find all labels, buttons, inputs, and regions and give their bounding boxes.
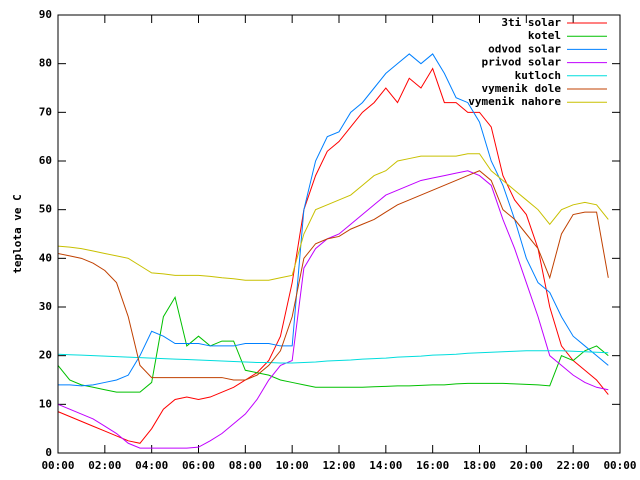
- legend-label: privod solar: [482, 56, 562, 69]
- y-tick-label: 30: [39, 300, 52, 313]
- series-line: [57, 153, 609, 281]
- series-line: [57, 170, 609, 449]
- series-line: [57, 67, 609, 444]
- x-tick-label: 10:00: [276, 459, 309, 472]
- y-tick-label: 50: [39, 203, 52, 216]
- plot-frame: [57, 14, 621, 454]
- y-tick-label: 20: [39, 349, 52, 362]
- y-tick-label: 40: [39, 251, 52, 264]
- series-line: [57, 295, 609, 393]
- y-tick-label: 10: [39, 397, 52, 410]
- series-line: [57, 170, 609, 381]
- legend-label: vymenik dole: [482, 82, 562, 95]
- y-tick-label: 90: [39, 8, 52, 21]
- y-tick-label: 80: [39, 57, 52, 70]
- x-tick-label: 00:00: [41, 459, 74, 472]
- legend-label: kutloch: [515, 69, 561, 82]
- x-tick-label: 18:00: [463, 459, 496, 472]
- y-tick-label: 70: [39, 105, 52, 118]
- legend-label: odvod solar: [488, 42, 561, 55]
- legend-label: 3ti solar: [501, 16, 561, 29]
- x-tick-label: 04:00: [135, 459, 168, 472]
- y-tick-label: 60: [39, 154, 52, 167]
- y-axis-label: teplota ve C: [11, 194, 24, 273]
- x-tick-label: 20:00: [510, 459, 543, 472]
- legend-label: vymenik nahore: [468, 95, 561, 108]
- x-tick-label: 12:00: [322, 459, 355, 472]
- x-tick-label: 16:00: [416, 459, 449, 472]
- legend-label: kotel: [528, 29, 561, 42]
- series-line: [57, 350, 609, 364]
- x-tick-label: 06:00: [182, 459, 215, 472]
- x-tick-label: 00:00: [603, 459, 636, 472]
- x-tick-label: 02:00: [88, 459, 121, 472]
- x-tick-label: 22:00: [557, 459, 590, 472]
- y-tick-label: 0: [45, 446, 52, 459]
- x-tick-label: 14:00: [369, 459, 402, 472]
- x-tick-label: 08:00: [229, 459, 262, 472]
- series-line: [58, 53, 609, 387]
